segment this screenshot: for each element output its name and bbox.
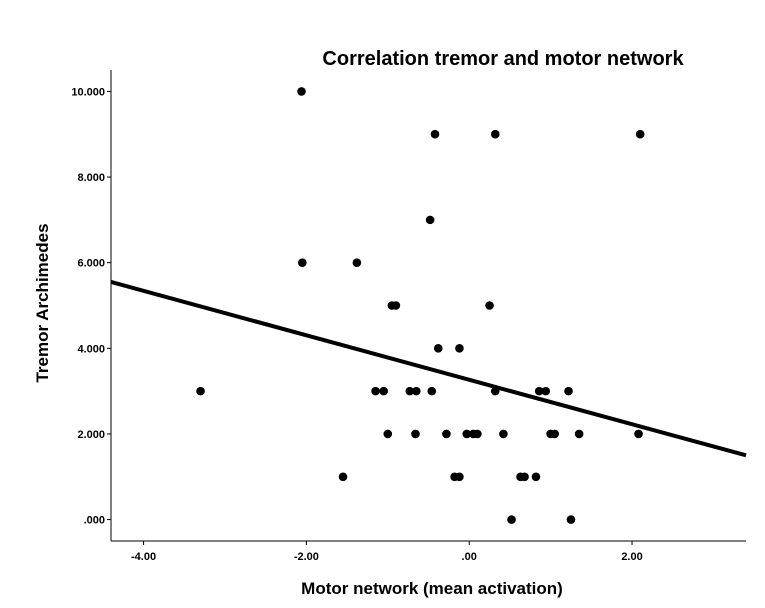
x-axis-label: Motor network (mean activation)	[301, 579, 563, 598]
chart-title: Correlation tremor and motor network	[322, 48, 684, 70]
data-point	[338, 472, 348, 482]
data-point	[485, 301, 494, 310]
data-point	[455, 472, 464, 482]
data-point	[499, 429, 508, 439]
data-point	[297, 87, 306, 96]
data-point	[564, 386, 573, 396]
y-tick-label: 10.000	[71, 86, 105, 98]
data-point	[490, 129, 500, 139]
data-point	[427, 386, 437, 396]
data-point	[490, 386, 500, 396]
x-tick-label: .00	[462, 551, 477, 563]
data-point	[298, 258, 307, 267]
data-point	[433, 344, 443, 353]
y-tick-label: 6.000	[77, 258, 105, 270]
x-ticks: -4.00 -2.00 .00 2.00	[131, 541, 643, 563]
data-point	[574, 429, 584, 439]
data-points	[196, 87, 645, 524]
data-point	[541, 386, 551, 396]
data-point	[566, 515, 576, 524]
data-point	[371, 386, 380, 396]
data-point	[425, 215, 435, 225]
y-tick-label: 8.000	[77, 172, 105, 184]
y-tick-label: 4.000	[77, 343, 105, 355]
data-point	[507, 515, 516, 524]
data-point	[520, 472, 529, 482]
axes	[110, 70, 746, 542]
data-point	[430, 129, 440, 139]
y-ticks: .000 2.000 4.000 6.000 8.000 10.000	[71, 86, 111, 527]
data-point	[383, 429, 393, 439]
x-tick-label: -4.00	[131, 551, 156, 563]
data-point	[442, 429, 451, 439]
data-point	[352, 258, 362, 267]
data-point	[411, 429, 420, 439]
data-point	[379, 386, 389, 396]
x-tick-label: 2.00	[621, 551, 642, 563]
data-point	[550, 429, 559, 439]
x-tick-label: -2.00	[294, 551, 319, 563]
data-point	[462, 429, 472, 439]
data-point	[634, 429, 643, 439]
y-tick-label: .000	[84, 515, 105, 527]
data-point	[455, 344, 464, 353]
data-point	[635, 129, 645, 139]
y-axis-label: Tremor Archimedes	[33, 223, 52, 382]
data-point	[391, 301, 401, 310]
data-point	[531, 472, 541, 482]
data-point	[534, 386, 544, 396]
regression-line	[110, 280, 747, 458]
data-point	[411, 386, 421, 396]
data-point	[196, 386, 205, 396]
data-point	[405, 386, 415, 396]
data-point	[473, 429, 482, 439]
y-tick-label: 2.000	[77, 429, 105, 441]
